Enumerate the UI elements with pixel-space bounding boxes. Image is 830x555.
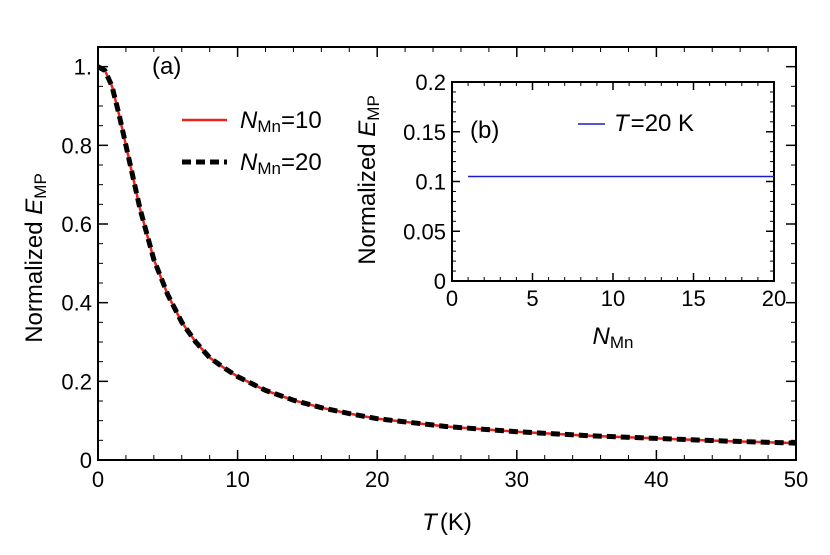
x-tick-label: 20 xyxy=(365,467,389,492)
x-tick-label: 0 xyxy=(92,467,104,492)
x-tick-label: 15 xyxy=(681,286,705,311)
legend-label-series-2: NMn=20 xyxy=(240,149,322,178)
main-plot-frame xyxy=(97,46,797,461)
legend-label-series-1: NMn=10 xyxy=(240,107,322,136)
y-tick-label: 0.1 xyxy=(415,170,446,195)
y-tick-label: 0 xyxy=(434,269,446,294)
inset-tick-labels: 0 5 10 15 20 0 0.05 0.1 0.15 0.2 xyxy=(403,70,786,311)
main-y-axis-label: Normalized EMP xyxy=(21,173,50,343)
series-line-2 xyxy=(96,64,797,446)
y-tick-label: 0.2 xyxy=(415,70,446,95)
x-tick-label: 10 xyxy=(225,467,249,492)
inset-legend: T=20 K xyxy=(578,110,694,137)
inset-background xyxy=(452,82,774,281)
y-tick-label: 0 xyxy=(80,448,92,473)
y-tick-label: 0.8 xyxy=(61,133,92,158)
x-tick-label: 20 xyxy=(762,286,786,311)
y-tick-label: 0.15 xyxy=(403,120,446,145)
inset-ticks xyxy=(451,81,775,282)
y-tick-label: 0.05 xyxy=(403,219,446,244)
panel-label-b: (b) xyxy=(470,117,499,144)
main-series xyxy=(96,64,797,446)
x-tick-label: 0 xyxy=(446,286,458,311)
inset-panel: 0 5 10 15 20 0 0.05 0.1 0.15 0.2 (b) T=20 K NMn N… xyxy=(354,70,786,352)
y-tick-label: 0.6 xyxy=(61,212,92,237)
main-x-axis-label: T (K) xyxy=(422,509,472,536)
y-tick-label: 0.2 xyxy=(61,369,92,394)
inset-x-axis-label: NMn xyxy=(593,323,634,352)
main-legend: NMn=10 NMn=20 xyxy=(182,107,322,178)
x-tick-label: 40 xyxy=(644,467,668,492)
panel-label-a: (a) xyxy=(152,53,181,80)
x-tick-label: 10 xyxy=(601,286,625,311)
y-tick-label: 0.4 xyxy=(61,291,92,316)
y-tick-label: 1. xyxy=(74,55,92,80)
x-tick-label: 5 xyxy=(526,286,538,311)
inset-legend-label: T=20 K xyxy=(614,110,694,137)
x-tick-label: 50 xyxy=(784,467,808,492)
inset-y-axis-label: Normalized EMP xyxy=(354,95,383,265)
x-tick-label: 30 xyxy=(505,467,529,492)
main-ticks xyxy=(97,47,797,461)
